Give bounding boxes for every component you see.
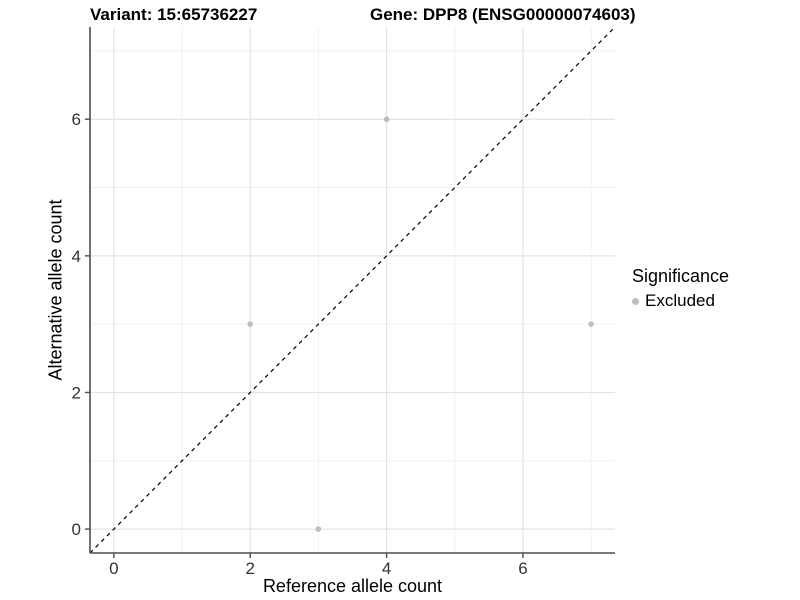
x-axis-tick-label: 2: [245, 559, 254, 578]
legend-point-icon: [632, 297, 639, 305]
x-axis-tick-label: 0: [109, 559, 118, 578]
y-axis-tick-label: 2: [72, 383, 81, 402]
x-axis-tick-label: 6: [518, 559, 527, 578]
data-point: [315, 526, 322, 532]
legend-item-excluded: Excluded: [632, 291, 729, 311]
legend-title: Significance: [632, 266, 730, 286]
data-point: [588, 321, 594, 327]
y-axis-tick-label: 6: [72, 110, 81, 129]
legend: Significance Excluded: [632, 266, 729, 311]
y-axis-title: Alternative allele count: [45, 199, 66, 381]
plot-title-gene: Gene: DPP8 (ENSG00000074603): [370, 5, 636, 24]
data-point: [383, 116, 390, 123]
x-axis-tick-label: 4: [382, 559, 391, 578]
y-axis-tick-label: 4: [72, 247, 81, 266]
x-axis-title: Reference allele count: [262, 576, 443, 596]
y-axis-tick-label: 0: [72, 520, 81, 539]
plot-title-variant: Variant: 15:65736227: [90, 5, 258, 24]
identity-dashed-line: [89, 26, 616, 554]
data-point: [247, 321, 254, 327]
legend-item-label: Excluded: [645, 291, 715, 310]
